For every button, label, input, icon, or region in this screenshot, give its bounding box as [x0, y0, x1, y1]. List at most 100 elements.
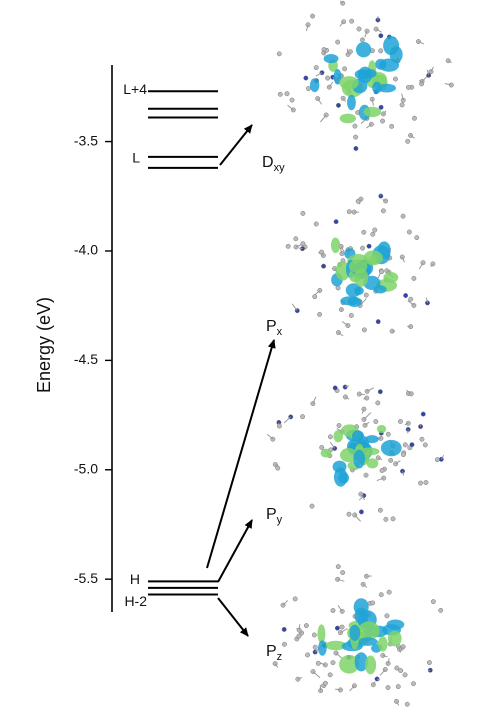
bond: [274, 663, 279, 668]
atom: [403, 293, 409, 298]
bond: [363, 412, 372, 420]
atom: [372, 227, 378, 233]
orbital-subscript: x: [277, 326, 283, 338]
atom: [332, 385, 338, 391]
orbital-lobe: [363, 106, 382, 118]
atom: [311, 632, 317, 638]
atom: [293, 236, 299, 242]
atom: [384, 613, 390, 619]
bond: [396, 701, 400, 706]
atom: [394, 698, 399, 704]
atom: [327, 434, 333, 440]
atom: [339, 624, 345, 630]
atom: [282, 641, 287, 647]
atom: [381, 475, 387, 481]
bond: [283, 416, 292, 424]
bond: [387, 658, 390, 664]
bond: [375, 28, 382, 33]
orbital-lobe: [323, 54, 339, 64]
bond: [354, 514, 361, 522]
atom: [300, 210, 306, 216]
atom: [377, 389, 383, 395]
orbital-lobe: [320, 448, 332, 458]
atom: [398, 668, 404, 674]
bond: [318, 252, 324, 256]
bond: [320, 114, 327, 123]
orbital-lobe: [339, 448, 358, 463]
bond: [359, 198, 362, 205]
bond: [339, 247, 343, 254]
bond: [402, 471, 405, 476]
bond: [407, 300, 415, 306]
orbital-lobe: [349, 624, 361, 642]
atom: [363, 292, 369, 298]
atom: [322, 680, 328, 686]
orbital-lobe: [358, 447, 380, 456]
orbital-lobe: [355, 42, 372, 58]
orbital-name: D: [262, 154, 274, 171]
atom: [422, 442, 428, 448]
atom: [373, 419, 379, 424]
atom: [303, 623, 309, 629]
bond: [364, 421, 370, 426]
bond: [282, 600, 289, 606]
atom: [405, 84, 411, 90]
atom: [335, 564, 341, 570]
atom: [402, 672, 408, 678]
atom: [411, 275, 417, 281]
orbital-label: Py: [266, 506, 283, 526]
orbital-subscript: y: [277, 514, 283, 526]
atom: [385, 431, 391, 437]
bond: [425, 297, 428, 304]
atom: [412, 115, 417, 121]
orbital-lobe: [347, 94, 356, 111]
y-tick-label: -4.0: [74, 242, 98, 258]
bond: [298, 624, 301, 631]
atom: [330, 660, 336, 666]
bond: [305, 24, 309, 32]
orbital-lobe: [317, 624, 326, 644]
orbital-lobe: [339, 654, 360, 674]
bond: [312, 671, 321, 679]
orbital-lobe: [363, 250, 383, 266]
atom: [378, 592, 384, 598]
bond: [364, 30, 368, 38]
atom: [380, 208, 386, 214]
bond: [317, 98, 323, 105]
atom: [379, 269, 384, 275]
bond: [336, 428, 343, 433]
atom: [340, 570, 346, 576]
atom: [358, 509, 364, 515]
atom: [414, 235, 420, 241]
atom: [317, 311, 323, 317]
atom: [276, 51, 282, 57]
atom: [313, 221, 319, 227]
orbital-lobe: [375, 58, 387, 70]
bond: [335, 688, 341, 691]
atom: [353, 146, 359, 151]
atom: [374, 676, 380, 682]
atom: [426, 660, 432, 666]
atom: [366, 243, 372, 249]
atom: [390, 516, 396, 522]
bond: [342, 97, 347, 102]
atom: [346, 511, 352, 517]
atom: [375, 319, 381, 325]
bond: [410, 135, 415, 139]
bond: [447, 60, 452, 64]
bond: [363, 397, 367, 400]
bond: [383, 110, 387, 115]
bond: [359, 298, 367, 306]
atom: [399, 254, 405, 260]
bond: [362, 38, 365, 41]
bond: [426, 69, 430, 76]
atom: [420, 411, 426, 417]
atom: [378, 33, 384, 39]
bond: [323, 49, 326, 56]
orbital-lobe: [358, 637, 378, 646]
bond: [405, 389, 412, 395]
atom: [419, 436, 425, 442]
orbital-lobe: [380, 439, 402, 457]
atom: [385, 685, 391, 691]
bond: [444, 82, 452, 86]
